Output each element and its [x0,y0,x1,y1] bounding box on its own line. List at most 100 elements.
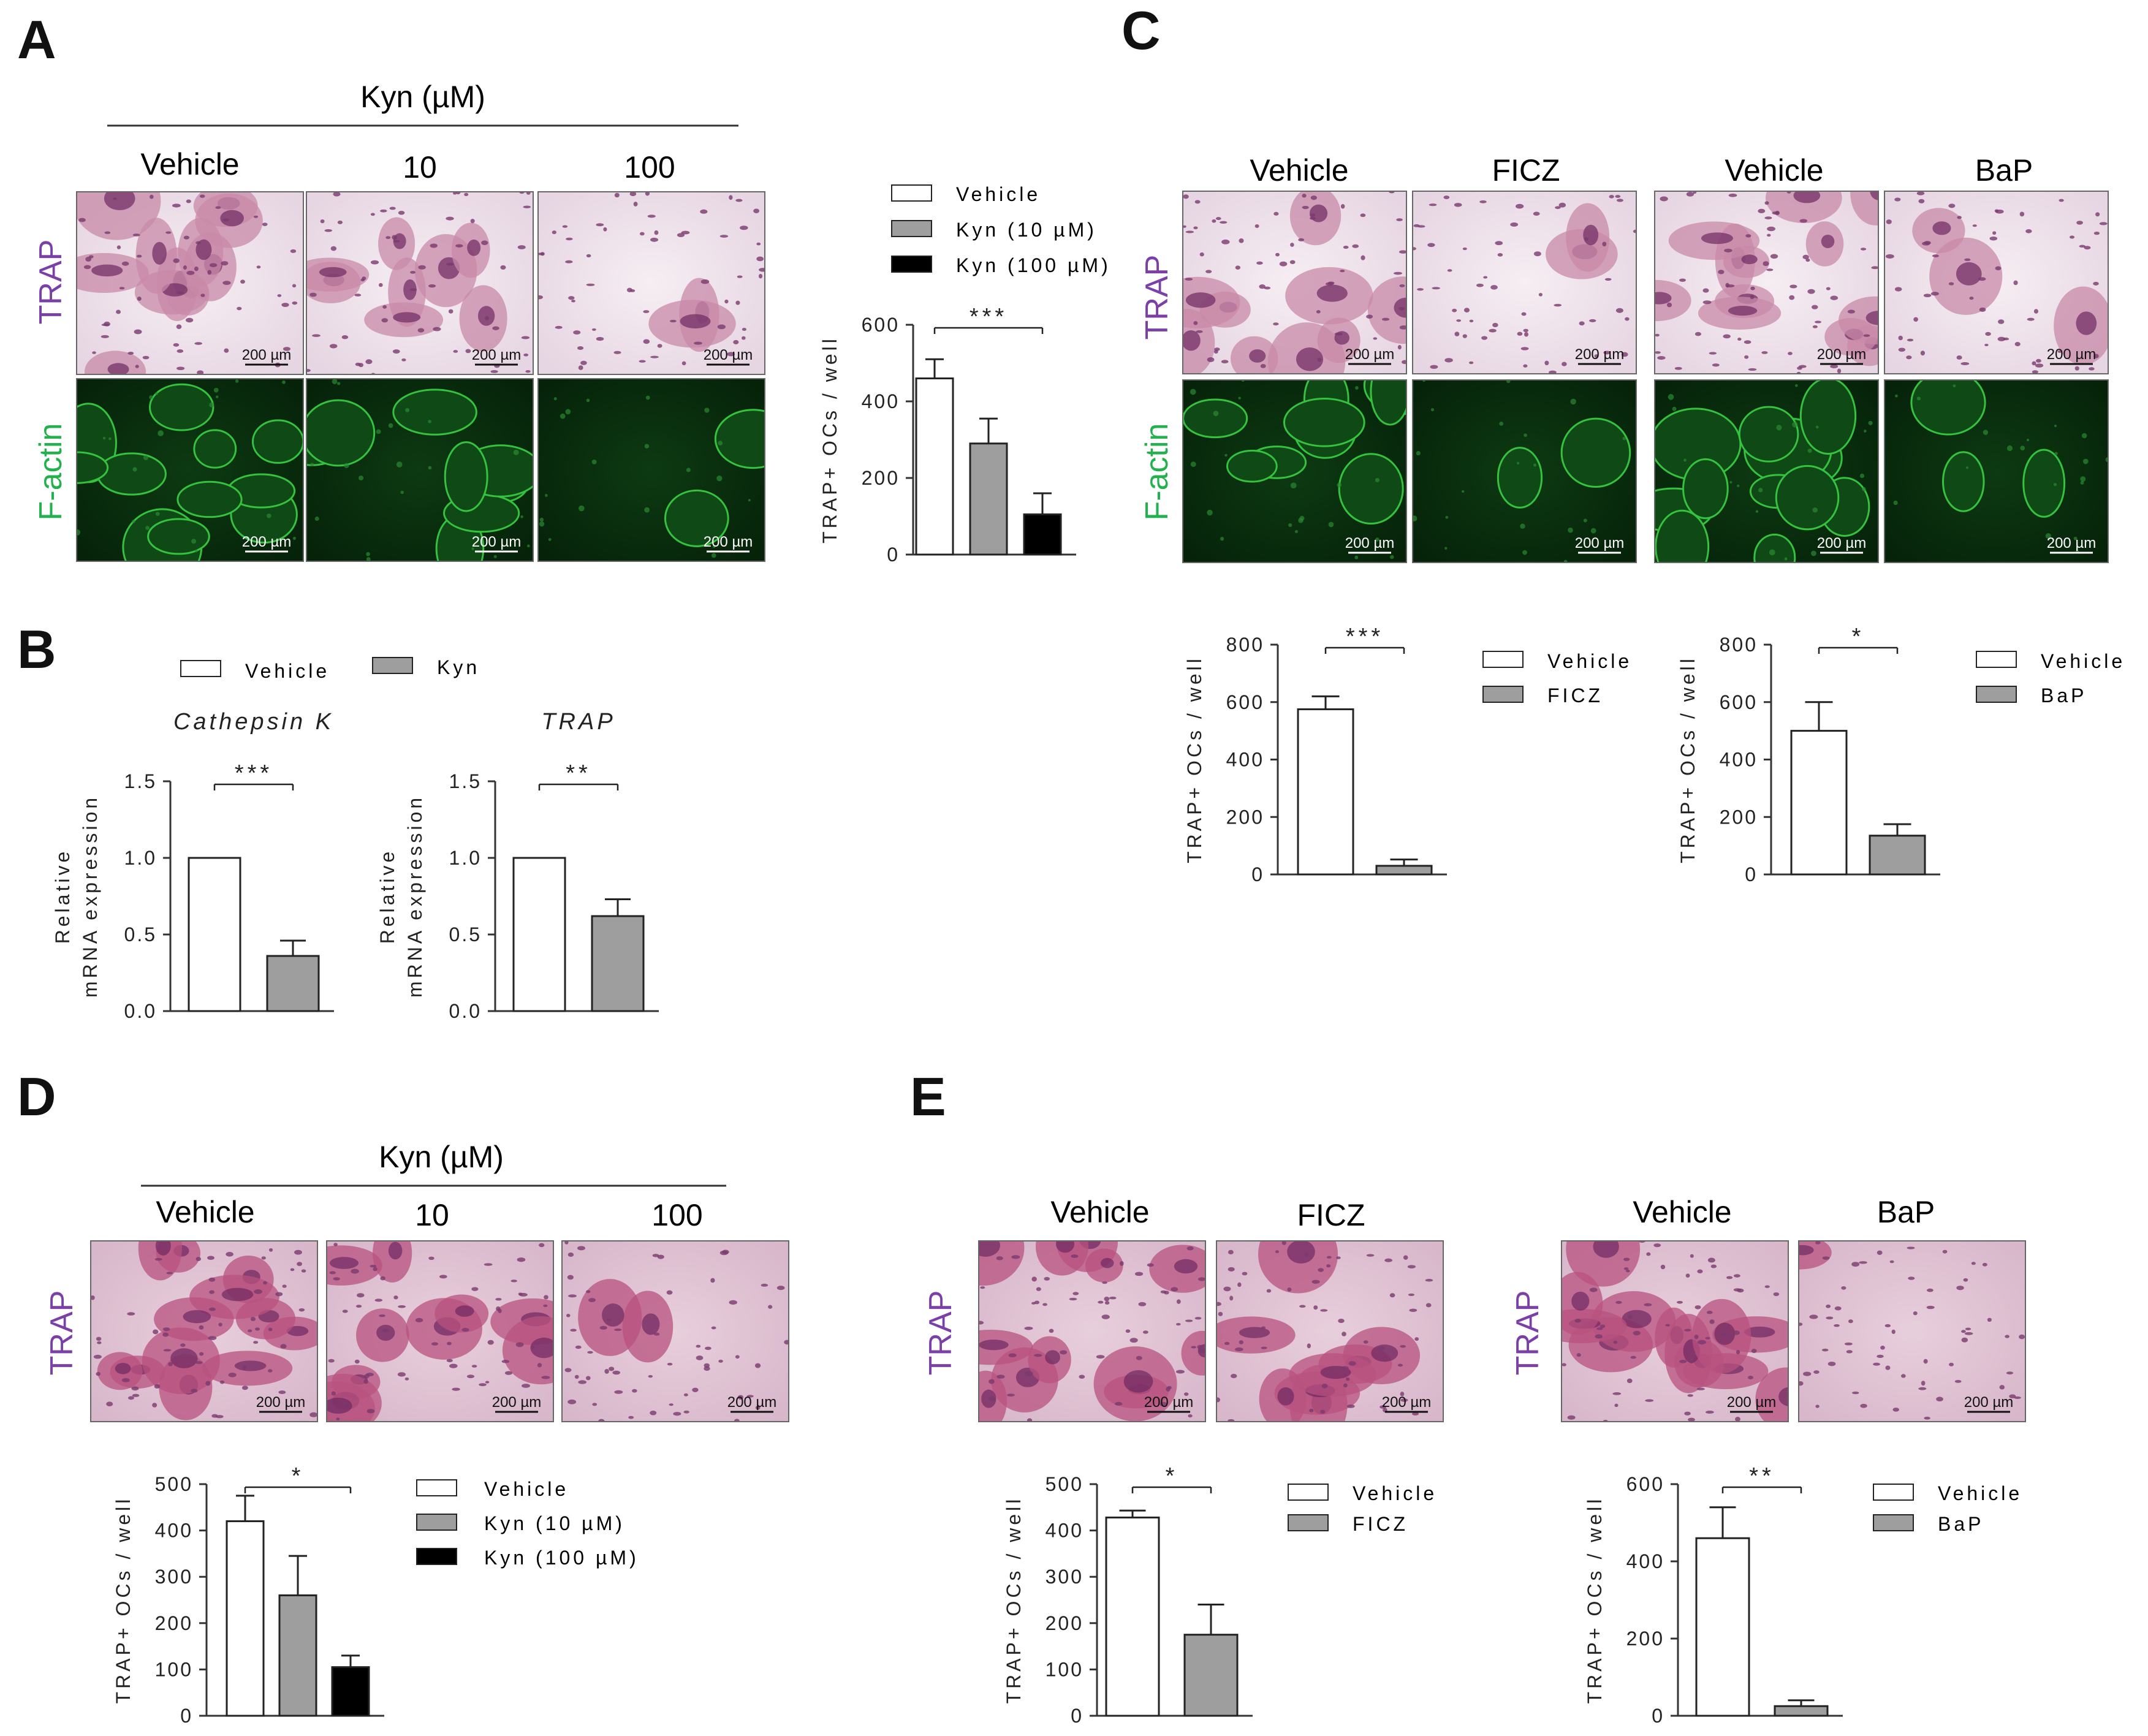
y-tick-label: 100 [1046,1658,1083,1680]
legend-e2: Vehicle BaP [1873,1482,2022,1535]
panel-e-row-trap-2: TRAP [1510,1291,1546,1376]
y-tick-label: 200 [1626,1628,1664,1650]
legend-c2: Vehicle BaP [1976,650,2122,707]
chart-b-cathepsin-k: 0.0 0.5 1.0 1.5 Relative mRNA expression Cathe… [51,709,334,1022]
panel-d-micrographs: 200 µm 200 µm 200 µm [90,1240,789,1422]
legend-d-kyn10: Kyn (10 µM) [484,1512,625,1534]
scale-bar-label: 200 µm [704,347,753,363]
scale-bar-label: 200 µm [1727,1394,1777,1411]
scale-bar-label: 200 µm [492,1394,542,1411]
y-tick-label: 200 [1046,1612,1083,1634]
bar-2 [331,1666,370,1717]
chart-a: 0 200 400 600 TRAP+ OCs / well *** [819,304,1076,566]
significance-marker: * [1166,1463,1178,1489]
micrograph-a-factin-0: 200 µm [76,378,304,562]
panel-d-col-100: 100 [651,1198,702,1232]
y-tick-label: 0 [1071,1705,1083,1727]
y-tick-label: 200 [1720,806,1758,828]
scale-bar-label: 200 µm [472,347,522,363]
panel-c-row-factin: F-actin [1139,423,1175,521]
y-tick-label: 600 [1626,1473,1664,1495]
legend-a-kyn100: Kyn (100 µM) [956,254,1111,276]
y-axis-label: TRAP+ OCs / well [1003,1496,1025,1704]
legend-b-kyn: Kyn [437,656,480,678]
legend-d-kyn100: Kyn (100 µM) [484,1547,639,1569]
panel-d-col-10: 10 [415,1198,449,1232]
panel-label-a: A [17,9,56,70]
bar-1 [1375,865,1433,876]
y-axis-label: TRAP+ OCs / well [819,336,841,544]
scale-bar-label: 200 µm [2047,346,2097,363]
significance-marker: ** [1749,1463,1775,1489]
micrograph-a-trap-0: 200 µm [76,191,304,375]
chart-e-ficz: 0 100 200 300 400 500 TRAP+ OCs / well * [1003,1463,1253,1727]
panel-a-col-10: 10 [403,150,437,184]
panel-c-col-vehicle-2: Vehicle [1725,153,1823,188]
legend-a: Vehicle Kyn (10 µM) Kyn (100 µM) [891,183,1111,276]
y-tick-label: 1.5 [449,770,482,792]
scale-bar-label: 200 µm [242,534,292,550]
y-tick-label: 500 [155,1473,193,1495]
panel-e-col-vehicle-2: Vehicle [1633,1195,1731,1229]
y-tick-label: 0.0 [449,1000,482,1022]
micrograph-d-trap-2: 200 µm [561,1240,789,1422]
micrograph-c-trap-1: 200 µm [1412,191,1637,374]
micrograph-d-trap-0: 200 µm [90,1240,318,1422]
legend-e1-vehicle: Vehicle [1353,1482,1437,1504]
chart-c-ficz: 0 200 400 600 800 TRAP+ OCs / well *** [1183,624,1447,885]
significance-marker: *** [970,304,1008,330]
legend-d: Vehicle Kyn (10 µM) Kyn (100 µM) [416,1478,639,1569]
y-axis-label: TRAP+ OCs / well [1677,656,1699,863]
scale-bar-label: 200 µm [704,534,753,550]
y-axis-label-line2: mRNA expression [79,795,101,998]
micrograph-e-trap-1: 200 µm [1216,1240,1444,1422]
micrograph-c-factin-0: 200 µm [1182,379,1407,563]
y-tick-label: 500 [1046,1473,1083,1495]
legend-b: Vehicle Kyn [180,656,480,682]
scale-bar-label: 200 µm [1345,346,1395,363]
bar-0 [1790,730,1848,876]
panel-a-col-100: 100 [624,150,675,184]
scale-bar-label: 200 µm [1817,346,1867,363]
panel-a-row-factin: F-actin [33,423,69,521]
y-tick-label: 400 [155,1520,193,1542]
chart-title: Cathepsin K [173,709,334,735]
y-tick-label: 0 [180,1705,193,1727]
panel-e-col-ficz: FICZ [1297,1198,1365,1232]
bar-0 [226,1520,265,1717]
panel-c-row-trap: TRAP [1139,255,1175,340]
legend-c1-vehicle: Vehicle [1547,650,1632,672]
y-tick-label: 400 [1626,1550,1664,1572]
legend-c2-bap: BaP [2041,684,2087,707]
y-tick-label: 0 [1745,863,1758,885]
significance-marker: *** [1346,624,1384,650]
y-tick-label: 300 [155,1566,193,1588]
y-tick-label: 200 [1226,806,1264,828]
y-axis-label-line2: mRNA expression [404,795,426,998]
chart-c-bap: 0 200 400 600 800 TRAP+ OCs / well * [1677,624,1940,885]
panel-a-row-trap: TRAP [33,240,69,325]
significance-marker: * [1852,624,1865,650]
micrograph-e-trap-3: 200 µm [1798,1240,2026,1422]
y-tick-label: 1.0 [124,847,157,869]
bar-1 [1774,1705,1829,1717]
bar-1 [591,915,645,1012]
legend-e2-vehicle: Vehicle [1938,1482,2022,1504]
bar-0 [915,377,954,556]
panel-label-b: B [17,619,56,680]
panel-a-group-label: Kyn (µM) [360,80,485,114]
y-tick-label: 0.0 [124,1000,157,1022]
y-axis-label: TRAP+ OCs / well [112,1496,134,1704]
y-tick-label: 600 [1226,691,1264,713]
bar-0 [512,857,566,1012]
significance-marker: ** [566,760,591,786]
y-tick-label: 200 [155,1612,193,1634]
legend-a-vehicle: Vehicle [956,183,1041,205]
y-tick-label: 0 [1652,1705,1664,1727]
scale-bar-label: 200 µm [2047,535,2097,552]
legend-c1: Vehicle FICZ [1482,650,1632,707]
legend-e2-bap: BaP [1938,1513,1984,1535]
legend-e1: Vehicle FICZ [1288,1482,1437,1535]
legend-c1-ficz: FICZ [1547,684,1603,707]
